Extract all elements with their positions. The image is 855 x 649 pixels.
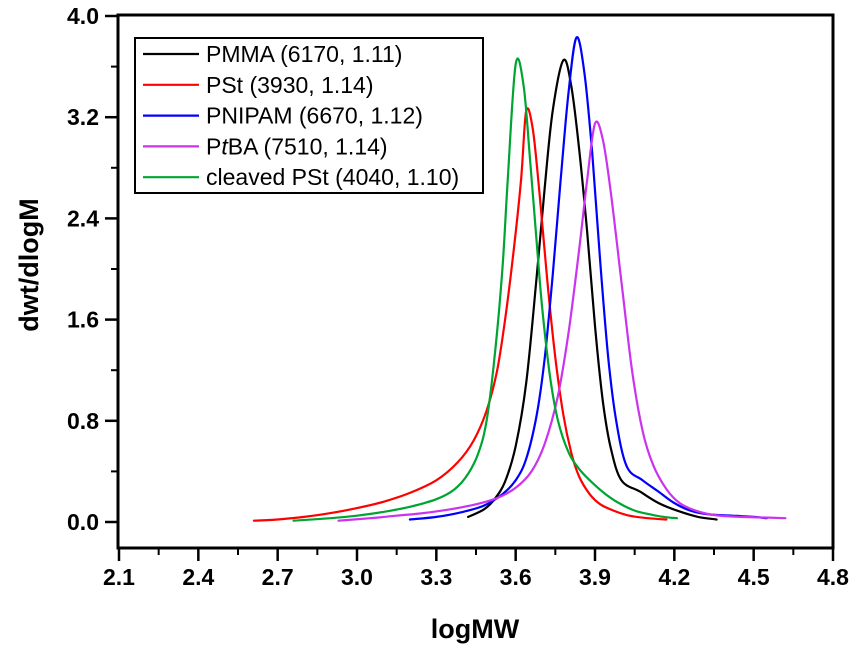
x-axis-title: logMW bbox=[431, 614, 520, 644]
x-tick-label: 2.7 bbox=[262, 564, 294, 590]
y-tick-label: 2.4 bbox=[67, 205, 99, 231]
y-tick-label: 0.8 bbox=[67, 408, 99, 434]
x-tick-label: 3.3 bbox=[420, 564, 452, 590]
x-tick-label: 4.8 bbox=[817, 564, 849, 590]
x-tick-label: 3.6 bbox=[500, 564, 532, 590]
y-tick-label: 4.0 bbox=[67, 3, 99, 29]
legend-label-ptba: PtBA (7510, 1.14) bbox=[206, 133, 388, 159]
axis-ticks bbox=[105, 14, 835, 561]
x-tick-label: 2.1 bbox=[103, 564, 135, 590]
legend-label-pst: PSt (3930, 1.14) bbox=[206, 72, 374, 98]
x-tick-label: 3.0 bbox=[341, 564, 373, 590]
series-curves bbox=[252, 36, 787, 522]
series-line-ptba bbox=[337, 120, 787, 522]
series-line-cleaved-pst bbox=[292, 57, 679, 522]
x-tick-label: 2.4 bbox=[182, 564, 214, 590]
x-tick-label: 4.2 bbox=[658, 564, 690, 590]
x-tick-label: 3.9 bbox=[579, 564, 611, 590]
series-line-pst bbox=[252, 107, 668, 522]
legend-label-cleaved-pst: cleaved PSt (4040, 1.10) bbox=[206, 164, 459, 190]
y-tick-label: 0.0 bbox=[67, 509, 99, 535]
legend-label-pnipam: PNIPAM (6670, 1.12) bbox=[206, 103, 423, 129]
axis-tick-labels: 2.1 2.4 2.7 3.0 3.3 3.6 3.9 4.2 4.5 4.8 0.0 0.8 1.6 2… bbox=[67, 3, 849, 590]
series-line-pmma bbox=[467, 58, 718, 521]
legend-label-pmma: PMMA (6170, 1.11) bbox=[206, 41, 402, 67]
series-line-pnipam bbox=[408, 36, 768, 521]
y-tick-label: 1.6 bbox=[67, 307, 99, 333]
legend: PMMA (6170, 1.11) PSt (3930, 1.14) PNIPAM … bbox=[134, 37, 484, 194]
x-tick-label: 4.5 bbox=[738, 564, 770, 590]
y-tick-label: 3.2 bbox=[67, 104, 99, 130]
y-axis-title: dwt/dlogM bbox=[14, 198, 44, 331]
